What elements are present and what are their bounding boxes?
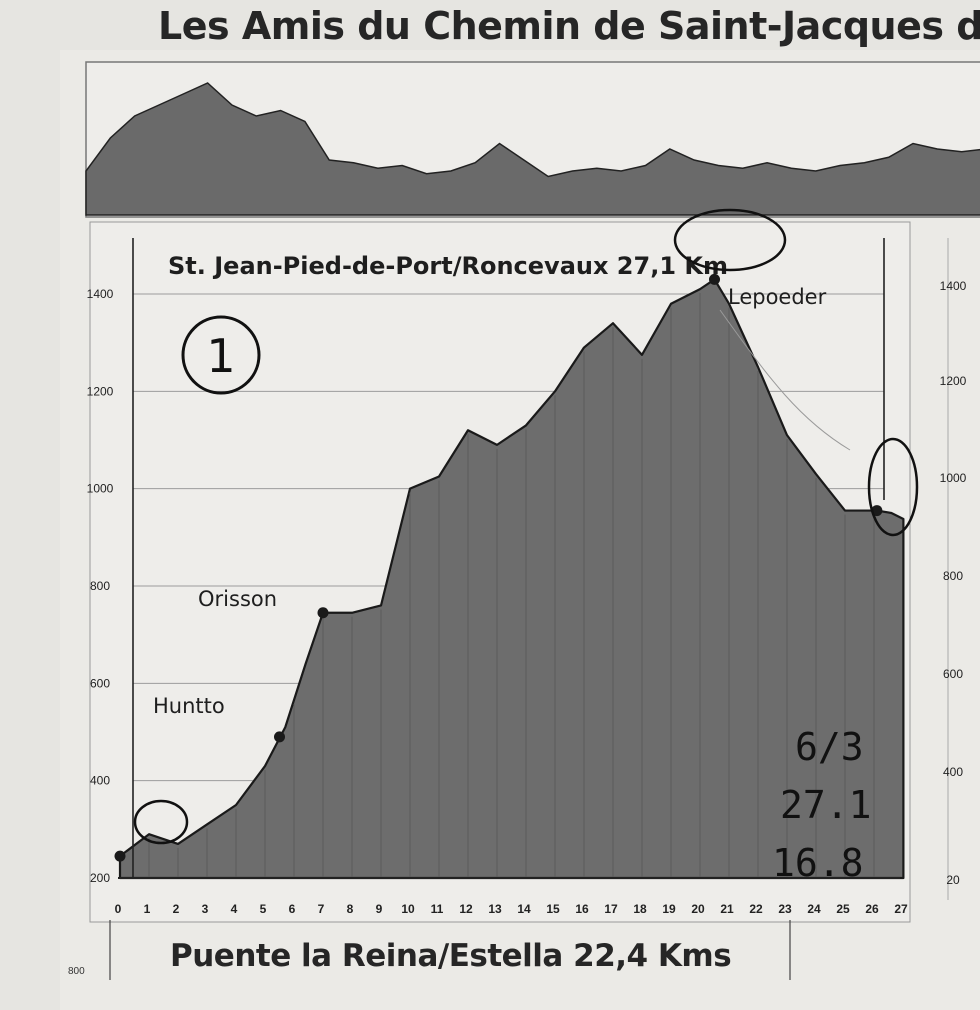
x-tick-label: 0 [115,902,122,916]
x-tick-label: 12 [459,902,473,916]
x-tick-label: 23 [778,902,792,916]
elevation-profile-area [118,278,905,880]
stage-number-circle [181,315,261,395]
hand-circle-start [133,799,189,845]
next-chart-axis: 1400 1200 1000 800 600 400 20 [940,238,967,900]
handwritten-distance: 27.1 [780,783,872,827]
x-tick-label: 3 [202,902,209,916]
x-tick-label: 20 [691,902,705,916]
x-tick-label: 2 [173,902,180,916]
x-tick-label: 15 [546,902,560,916]
x-tick-label: 21 [720,902,734,916]
x-tick-label: 27 [894,902,908,916]
y-tick-label: 1400 [87,287,114,301]
y-tick-label: 400 [90,774,110,788]
x-tick-label: 19 [662,902,676,916]
y-tick-label: 1200 [87,384,114,398]
y-axis-ticks: 1400 1200 1000 800 600 400 200 [87,287,114,885]
y-tick-label: 1000 [87,482,114,496]
place-marker [114,850,126,862]
next-chart-y-tick: 1400 [940,279,967,293]
x-tick-label: 6 [289,902,296,916]
place-markers [114,273,883,862]
profile-hatching [148,293,875,878]
place-label-huntto: Huntto [153,694,225,718]
y-tick-label: 800 [90,579,110,593]
x-tick-label: 9 [376,902,383,916]
x-tick-label: 18 [633,902,647,916]
place-label-orisson: Orisson [198,587,277,611]
x-tick-label: 8 [347,902,354,916]
x-tick-label: 7 [318,902,325,916]
chart-title: St. Jean-Pied-de-Port/Roncevaux 27,1 Km [168,252,728,280]
y-tick-label: 200 [90,871,110,885]
x-tick-label: 1 [144,902,151,916]
x-tick-label: 22 [749,902,763,916]
x-tick-label: 13 [488,902,502,916]
pencil-stroke [719,309,851,451]
document-page: Les Amis du Chemin de Saint-Jacques d 14… [68,4,980,980]
x-tick-label: 14 [517,902,531,916]
place-marker [709,273,720,285]
x-tick-label: 24 [807,902,821,916]
stage-number: 1 [206,329,235,383]
next-chart-y-tick: 400 [943,765,963,779]
x-tick-label: 16 [575,902,589,916]
x-tick-label: 11 [431,902,444,916]
x-tick-label: 26 [865,902,879,916]
overview-profile-area [85,82,980,216]
next-chart-y-tick: 600 [943,667,963,681]
page-title: Les Amis du Chemin de Saint-Jacques d [158,4,980,48]
place-marker [317,607,329,619]
x-tick-label: 4 [231,902,238,916]
next-chart-y-tick: 800 [943,569,963,583]
next-chart-y-tick: 1200 [940,374,967,388]
next-chart-y-tick: 20 [946,873,960,887]
next-stage-title: Puente la Reina/Estella 22,4 Kms [170,938,732,974]
y-tick-label: 600 [90,676,110,690]
x-tick-label: 10 [401,902,415,916]
x-tick-label: 25 [836,902,850,916]
next-stage-ytick: 800 [68,966,85,977]
next-chart-y-tick: 1000 [940,471,967,485]
place-label-lepoeder: Lepoeder [728,285,827,309]
overview-strip [85,61,980,218]
x-axis-ticks: 0 1 2 3 4 5 6 7 8 9 10 11 12 13 14 15 16 17 18 19 20 21 22 23 24… [115,902,908,916]
handwritten-date: 6/3 [795,725,864,769]
x-tick-label: 5 [260,902,267,916]
hand-circle-distance [673,208,787,272]
x-tick-label: 17 [604,902,618,916]
place-marker [274,731,285,743]
hand-circle-end [867,437,919,537]
handwritten-value: 16.8 [772,841,864,885]
